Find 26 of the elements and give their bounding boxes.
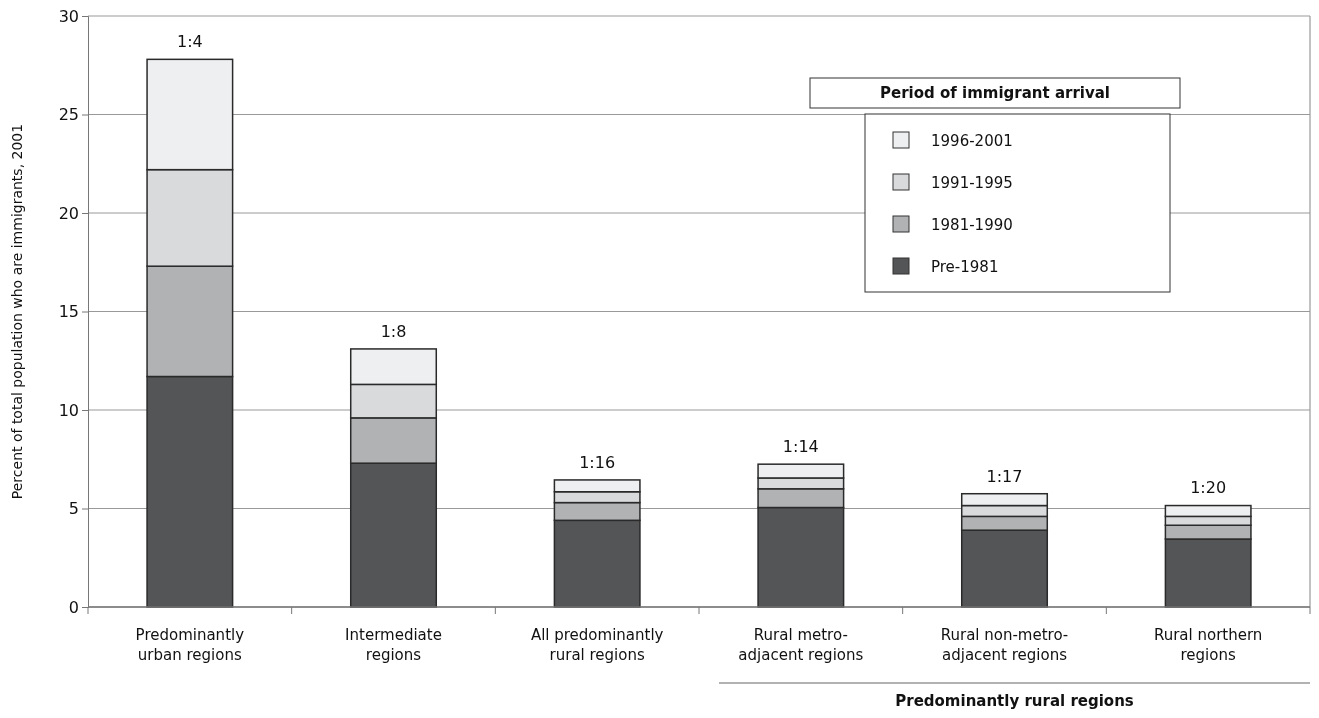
annotation: 1:8 <box>380 321 407 341</box>
annotation: 1:14 <box>782 437 819 457</box>
x-tick-label: Intermediate regions <box>345 626 442 664</box>
y-tick-label: 15 <box>58 302 79 322</box>
legend-label: Pre-1981 <box>931 258 999 276</box>
x-tick-label: Rural non-metro-adjacent regions <box>940 626 1069 664</box>
y-tick-label: 30 <box>58 6 79 26</box>
y-tick-label: 5 <box>68 499 79 519</box>
annotation: 1:20 <box>1190 477 1227 497</box>
annotation: 1:4 <box>176 32 203 52</box>
y-tick-label: 10 <box>58 400 79 420</box>
annotation: 1:16 <box>579 452 616 472</box>
text: Predominantly rural regions <box>895 692 1134 710</box>
legend-label: 1996-2001 <box>931 132 1013 150</box>
x-tick-label: All predominantly rural regions <box>530 626 664 664</box>
annotation: 1:17 <box>986 466 1023 486</box>
legend-title: Period of immigrant arrival <box>880 84 1110 102</box>
y-tick-label: 25 <box>58 105 79 125</box>
legend-label: 1991-1995 <box>931 174 1013 192</box>
y-axis-title: Percent of total population who are immigrants, 2001 <box>9 123 25 500</box>
x-tick-label: Rural metro-adjacent regions <box>738 626 864 664</box>
legend-label: 1981-1990 <box>931 216 1013 234</box>
y-tick-label: 0 <box>68 597 79 617</box>
x-tick-label: Predominantly urban regions <box>135 626 245 664</box>
x-tick-label: Rural northern regions <box>1153 626 1263 664</box>
y-tick-label: 20 <box>58 203 79 223</box>
